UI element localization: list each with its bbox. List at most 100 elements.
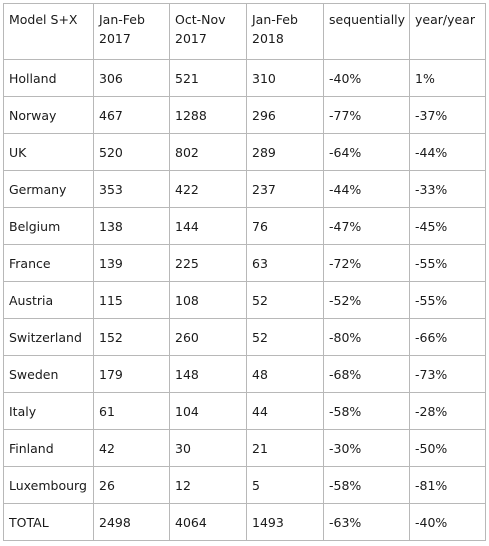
table-row: Austria 115 108 52 -52% -55% bbox=[3, 281, 486, 319]
row-label-cell: Luxembourg bbox=[3, 466, 94, 504]
table-row: TOTAL 2498 4064 1493 -63% -40% bbox=[3, 503, 486, 541]
table-cell: -73% bbox=[409, 355, 486, 393]
table-cell: 115 bbox=[93, 281, 170, 319]
row-label-cell: Holland bbox=[3, 59, 94, 97]
table-cell: 144 bbox=[169, 207, 247, 245]
table-cell: 63 bbox=[246, 244, 324, 282]
table-cell: 225 bbox=[169, 244, 247, 282]
table-cell: 2498 bbox=[93, 503, 170, 541]
table-cell: 30 bbox=[169, 429, 247, 467]
table-cell: 260 bbox=[169, 318, 247, 356]
table-cell: -55% bbox=[409, 281, 486, 319]
table-cell: -40% bbox=[323, 59, 410, 97]
row-label-cell: TOTAL bbox=[3, 503, 94, 541]
table-cell: -47% bbox=[323, 207, 410, 245]
table-row: Italy 61 104 44 -58% -28% bbox=[3, 392, 486, 430]
table-cell: -50% bbox=[409, 429, 486, 467]
table-cell: -33% bbox=[409, 170, 486, 208]
table-cell: -72% bbox=[323, 244, 410, 282]
table-cell: 520 bbox=[93, 133, 170, 171]
table-cell: -66% bbox=[409, 318, 486, 356]
table-cell: 104 bbox=[169, 392, 247, 430]
table-cell: -63% bbox=[323, 503, 410, 541]
table-cell: -64% bbox=[323, 133, 410, 171]
table-cell: -37% bbox=[409, 96, 486, 134]
column-header: Jan-Feb 2017 bbox=[93, 3, 170, 60]
row-label-cell: Italy bbox=[3, 392, 94, 430]
table-cell: 310 bbox=[246, 59, 324, 97]
table-cell: 152 bbox=[93, 318, 170, 356]
table-row: Norway 467 1288 296 -77% -37% bbox=[3, 96, 486, 134]
table-cell: 61 bbox=[93, 392, 170, 430]
table-cell: -68% bbox=[323, 355, 410, 393]
table-row: Luxembourg 26 12 5 -58% -81% bbox=[3, 466, 486, 504]
table-cell: -80% bbox=[323, 318, 410, 356]
table-cell: 42 bbox=[93, 429, 170, 467]
row-label-cell: Finland bbox=[3, 429, 94, 467]
header-row: Model S+X Jan-Feb 2017 Oct-Nov 2017 Jan-… bbox=[3, 3, 486, 60]
row-label-cell: UK bbox=[3, 133, 94, 171]
sales-table: Model S+X Jan-Feb 2017 Oct-Nov 2017 Jan-… bbox=[3, 3, 486, 541]
table-row: Holland 306 521 310 -40% 1% bbox=[3, 59, 486, 97]
table-cell: 306 bbox=[93, 59, 170, 97]
row-label-cell: Norway bbox=[3, 96, 94, 134]
column-header: Oct-Nov 2017 bbox=[169, 3, 247, 60]
table-cell: -58% bbox=[323, 392, 410, 430]
table-cell: -40% bbox=[409, 503, 486, 541]
table-cell: 139 bbox=[93, 244, 170, 282]
table-row: Germany 353 422 237 -44% -33% bbox=[3, 170, 486, 208]
table-cell: -28% bbox=[409, 392, 486, 430]
row-label-cell: Austria bbox=[3, 281, 94, 319]
table-cell: 52 bbox=[246, 281, 324, 319]
table-body: Holland 306 521 310 -40% 1% Norway 467 1288 296 -7… bbox=[3, 59, 486, 541]
table-cell: 148 bbox=[169, 355, 247, 393]
table-row: Sweden 179 148 48 -68% -73% bbox=[3, 355, 486, 393]
table-cell: -81% bbox=[409, 466, 486, 504]
table-cell: 237 bbox=[246, 170, 324, 208]
table-header: Model S+X Jan-Feb 2017 Oct-Nov 2017 Jan-… bbox=[3, 3, 486, 60]
table-cell: 76 bbox=[246, 207, 324, 245]
table-row: Finland 42 30 21 -30% -50% bbox=[3, 429, 486, 467]
table-cell: -45% bbox=[409, 207, 486, 245]
table-cell: 48 bbox=[246, 355, 324, 393]
row-label-cell: Switzerland bbox=[3, 318, 94, 356]
table-cell: -44% bbox=[409, 133, 486, 171]
column-header: sequentially bbox=[323, 3, 410, 60]
table-cell: 21 bbox=[246, 429, 324, 467]
column-header: year/year bbox=[409, 3, 486, 60]
table-cell: -44% bbox=[323, 170, 410, 208]
table-cell: 52 bbox=[246, 318, 324, 356]
row-label-cell: France bbox=[3, 244, 94, 282]
table-cell: 26 bbox=[93, 466, 170, 504]
row-label-cell: Sweden bbox=[3, 355, 94, 393]
table-cell: 179 bbox=[93, 355, 170, 393]
table-cell: 5 bbox=[246, 466, 324, 504]
column-header: Jan-Feb 2018 bbox=[246, 3, 324, 60]
column-header: Model S+X bbox=[3, 3, 94, 60]
row-label-cell: Germany bbox=[3, 170, 94, 208]
table-cell: 138 bbox=[93, 207, 170, 245]
table-cell: 802 bbox=[169, 133, 247, 171]
table-cell: -77% bbox=[323, 96, 410, 134]
table-cell: 1493 bbox=[246, 503, 324, 541]
table-cell: -52% bbox=[323, 281, 410, 319]
table-cell: 422 bbox=[169, 170, 247, 208]
table-cell: 289 bbox=[246, 133, 324, 171]
table-row: Belgium 138 144 76 -47% -45% bbox=[3, 207, 486, 245]
table-cell: 353 bbox=[93, 170, 170, 208]
table-cell: 4064 bbox=[169, 503, 247, 541]
table-cell: 296 bbox=[246, 96, 324, 134]
table-cell: -55% bbox=[409, 244, 486, 282]
table-cell: 521 bbox=[169, 59, 247, 97]
table-row: Switzerland 152 260 52 -80% -66% bbox=[3, 318, 486, 356]
table-cell: 12 bbox=[169, 466, 247, 504]
table-cell: -30% bbox=[323, 429, 410, 467]
table-cell: 1% bbox=[409, 59, 486, 97]
table-cell: 1288 bbox=[169, 96, 247, 134]
table-cell: 108 bbox=[169, 281, 247, 319]
table-cell: 44 bbox=[246, 392, 324, 430]
table-row: UK 520 802 289 -64% -44% bbox=[3, 133, 486, 171]
row-label-cell: Belgium bbox=[3, 207, 94, 245]
table-cell: -58% bbox=[323, 466, 410, 504]
table-row: France 139 225 63 -72% -55% bbox=[3, 244, 486, 282]
